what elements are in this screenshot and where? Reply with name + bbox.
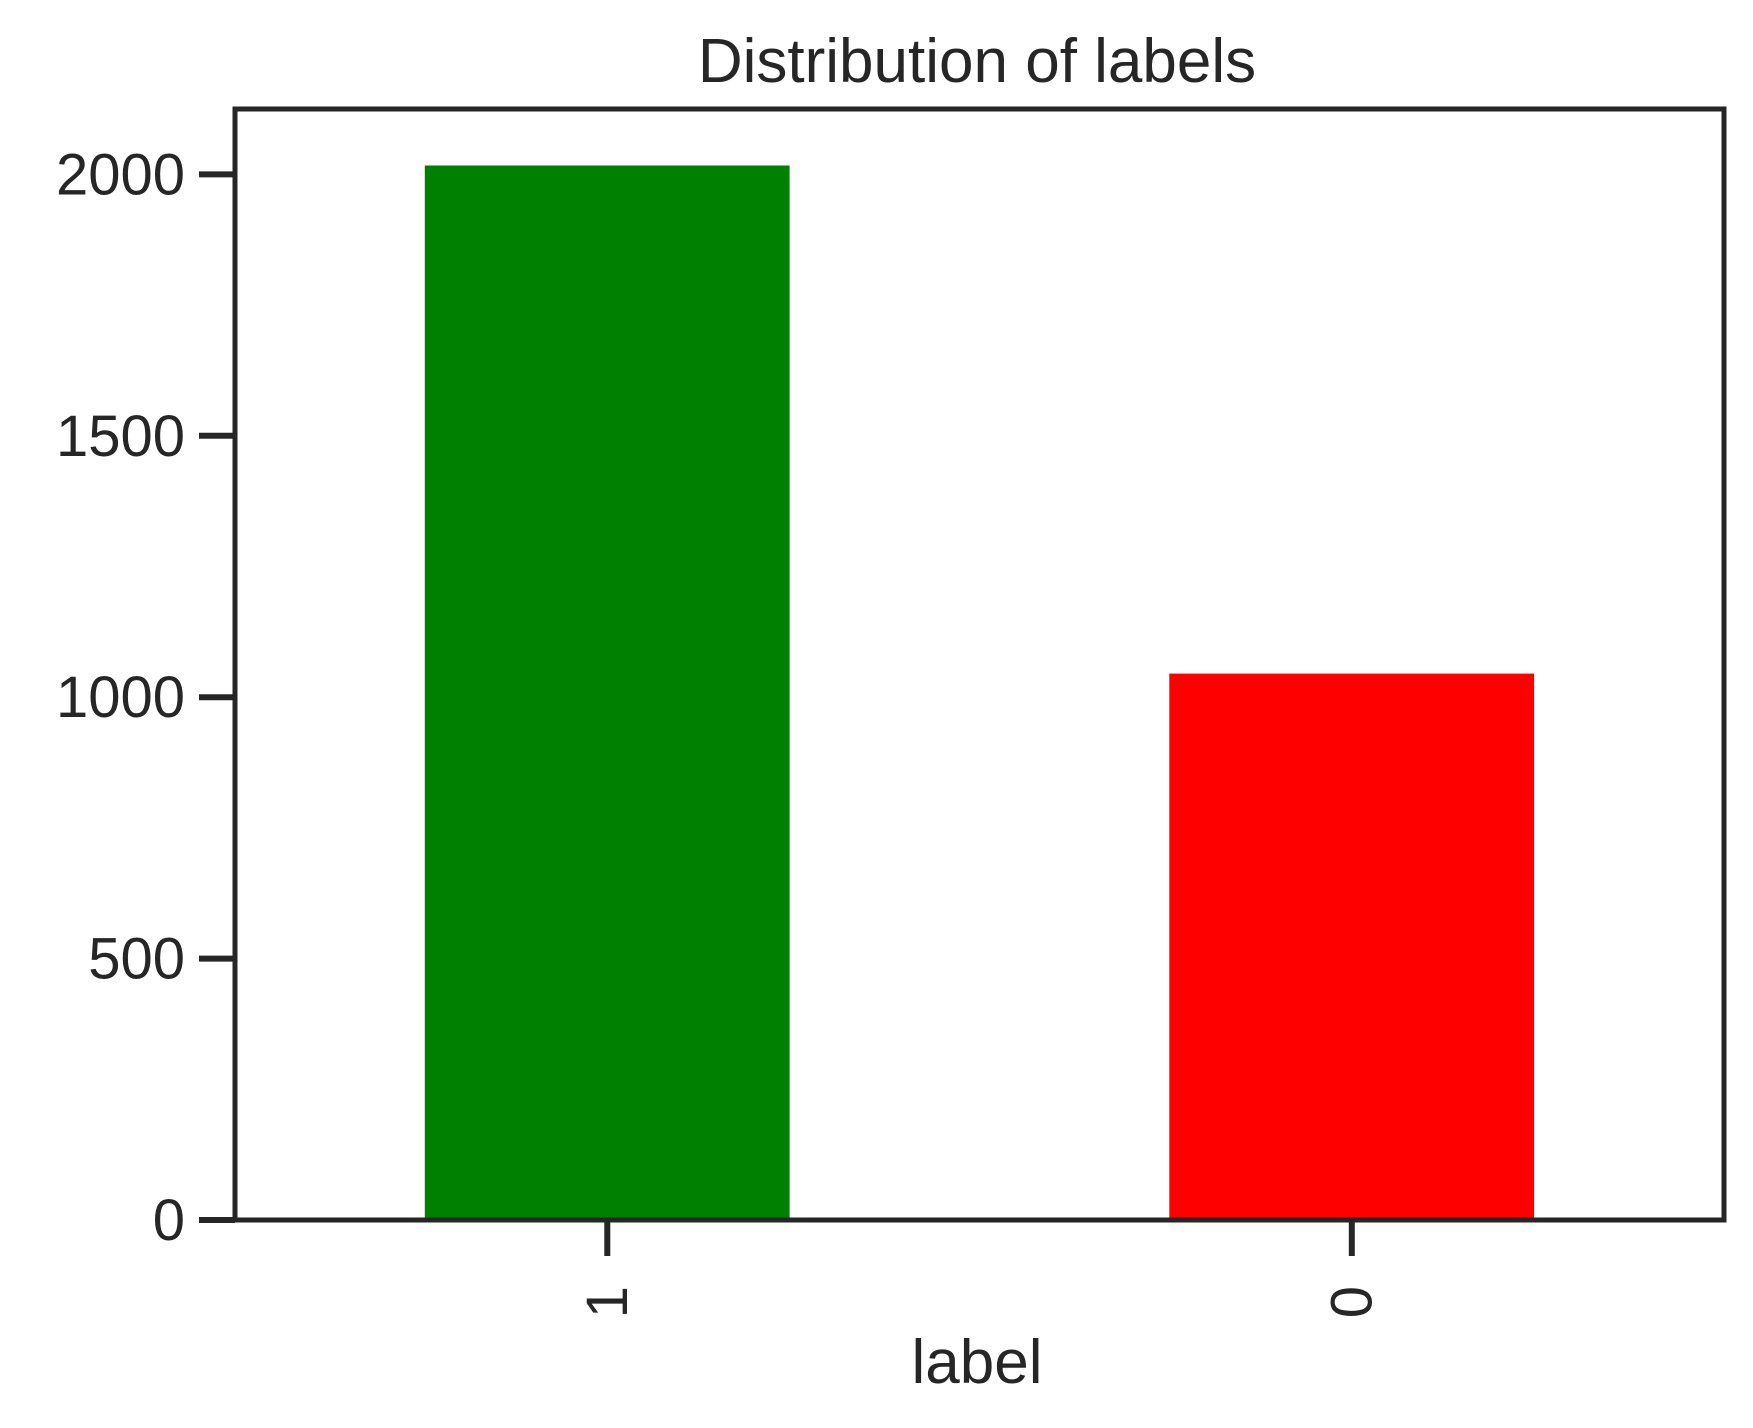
bar-1: [424, 165, 790, 1220]
plot-frame: [232, 106, 1727, 1223]
y-tick-label-1500: 1500: [56, 404, 185, 469]
y-tick-label-500: 500: [88, 927, 185, 992]
x-tick-label-1: 1: [575, 1286, 640, 1318]
x-axis-label: label: [912, 1328, 1043, 1397]
y-tick-label-2000: 2000: [56, 142, 185, 207]
y-axis-ticks: 0 500 1000 1500 2000: [56, 142, 235, 1253]
bars-layer: [424, 165, 1535, 1220]
y-tick-label-1000: 1000: [56, 665, 185, 730]
y-tick-label-0: 0: [153, 1188, 185, 1253]
bar-0: [1169, 673, 1535, 1220]
chart-title: Distribution of labels: [698, 27, 1256, 96]
x-tick-label-0: 0: [1319, 1286, 1384, 1318]
